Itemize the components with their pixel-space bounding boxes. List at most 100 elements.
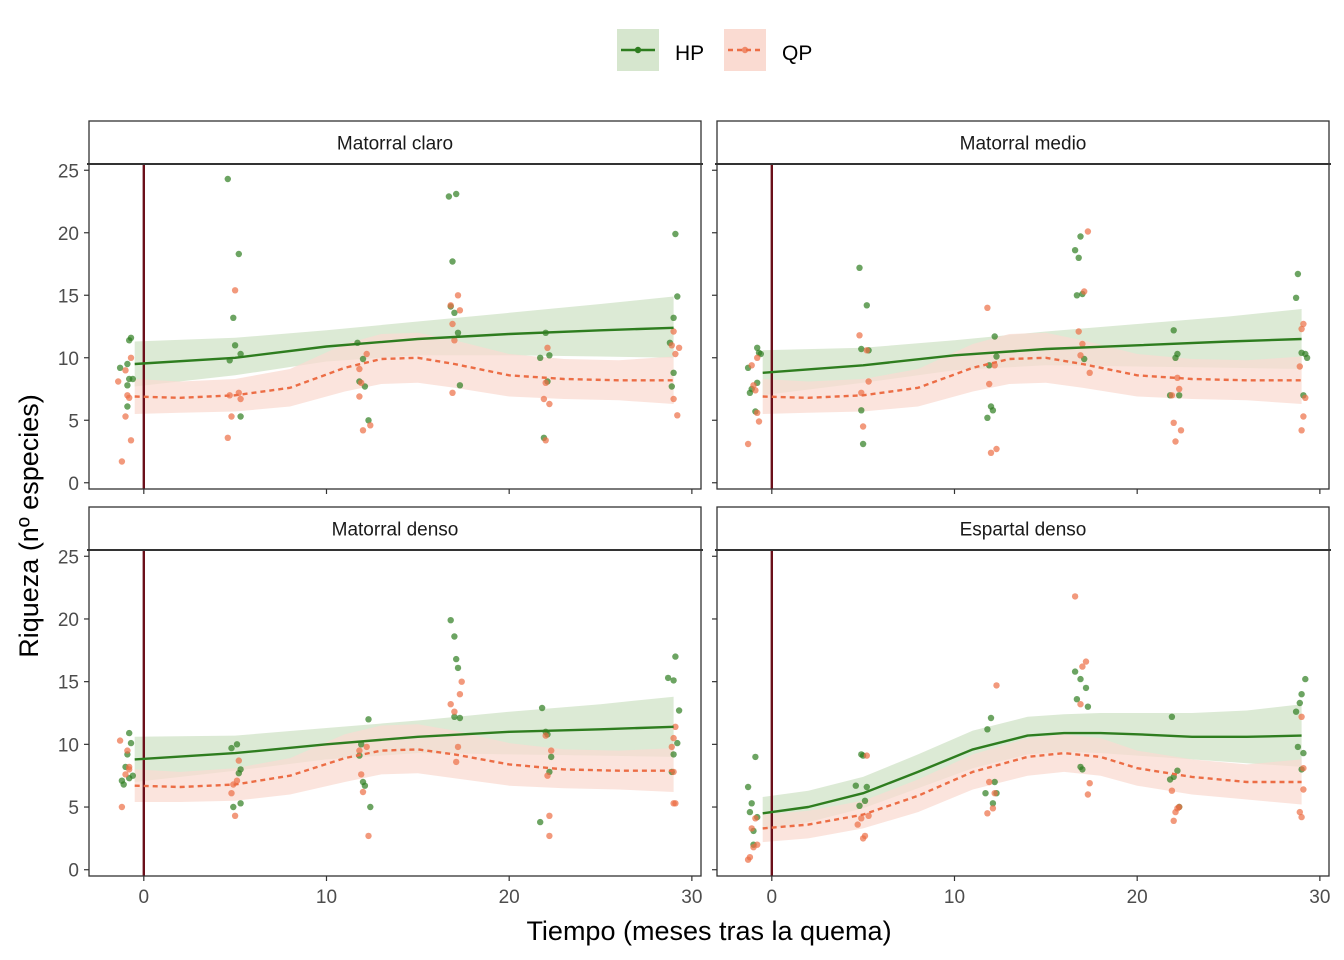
- data-point-qp: [670, 328, 677, 335]
- data-point-hp: [361, 782, 369, 789]
- y-tick-label: 10: [58, 349, 79, 370]
- data-point-hp: [1079, 766, 1086, 773]
- data-point-qp: [865, 378, 872, 385]
- data-point-qp: [859, 423, 867, 430]
- data-point-hp: [1077, 675, 1084, 683]
- data-point-qp: [993, 445, 1000, 453]
- data-point-hp: [984, 414, 991, 421]
- data-point-qp: [367, 422, 374, 429]
- data-point-hp: [1303, 354, 1311, 361]
- data-point-qp: [984, 304, 991, 311]
- data-point-hp: [748, 800, 755, 807]
- data-point-hp: [672, 230, 679, 238]
- data-point-qp: [1081, 288, 1088, 295]
- data-point-hp: [365, 716, 372, 723]
- data-point-hp: [233, 741, 241, 748]
- data-point-qp: [754, 409, 761, 416]
- data-point-qp: [456, 307, 464, 314]
- data-point-qp: [1170, 419, 1177, 426]
- data-point-qp: [1079, 340, 1086, 348]
- data-point-hp: [1296, 699, 1304, 707]
- data-point-qp: [224, 434, 231, 441]
- data-point-hp: [1300, 749, 1307, 757]
- data-point-hp: [127, 334, 135, 341]
- data-point-hp: [237, 413, 244, 420]
- data-point-qp: [226, 392, 233, 399]
- data-point-hp: [1294, 270, 1302, 278]
- data-point-hp: [989, 800, 997, 807]
- data-point-qp: [546, 400, 553, 408]
- y-tick-label: 25: [58, 161, 79, 182]
- data-point-hp: [116, 364, 124, 371]
- panel-plot-area: [744, 164, 1311, 489]
- data-point-hp: [993, 353, 1000, 360]
- data-point-hp: [664, 674, 672, 682]
- data-point-qp: [746, 854, 754, 861]
- data-point-qp: [115, 378, 122, 385]
- data-point-qp: [856, 332, 863, 339]
- data-point-qp: [356, 393, 363, 400]
- data-point-qp: [984, 810, 991, 817]
- data-point-hp: [670, 751, 677, 758]
- data-point-hp: [674, 293, 681, 300]
- panel-2: Matorral medio: [712, 120, 1331, 494]
- panel-strip-title: Espartal denso: [960, 520, 1087, 541]
- data-point-qp: [122, 413, 129, 420]
- data-point-hp: [453, 190, 460, 198]
- data-point-hp: [129, 375, 136, 383]
- panel-strip-title: Matorral denso: [332, 520, 459, 541]
- panel-strip-title: Matorral claro: [337, 134, 453, 155]
- data-point-hp: [1082, 684, 1090, 692]
- data-point-qp: [670, 734, 677, 742]
- data-point-hp: [1071, 668, 1079, 675]
- data-point-qp: [1168, 787, 1176, 794]
- data-point-hp: [670, 369, 677, 376]
- data-point-hp: [982, 790, 989, 797]
- data-point-hp: [237, 350, 244, 358]
- data-point-hp: [752, 753, 759, 761]
- panel-strip: [88, 506, 702, 551]
- data-point-qp: [1298, 713, 1305, 720]
- data-point-hp: [454, 664, 462, 672]
- data-point-qp: [447, 701, 454, 708]
- data-point-qp: [228, 413, 235, 420]
- data-point-hp: [124, 403, 131, 410]
- data-point-hp: [235, 250, 242, 258]
- data-point-hp: [863, 302, 870, 309]
- data-point-hp: [987, 714, 995, 722]
- data-point-qp: [1298, 325, 1305, 333]
- panel-3: Matorral denso 0 5 10 15 20 25 0 10 20 30: [58, 506, 703, 908]
- data-point-qp: [1300, 320, 1307, 328]
- legend-hp-label: HP: [675, 42, 704, 65]
- data-point-qp: [674, 412, 681, 419]
- data-point-hp: [367, 803, 374, 811]
- data-point-qp: [231, 287, 239, 294]
- y-tick-label: 10: [58, 735, 79, 756]
- data-point-qp: [754, 841, 761, 848]
- data-point-hp: [1292, 708, 1300, 715]
- data-point-qp: [1071, 593, 1079, 600]
- data-point-qp: [858, 815, 865, 822]
- data-point-qp: [993, 682, 1000, 689]
- data-point-qp: [672, 723, 679, 730]
- legend-hp-marker: [634, 46, 642, 54]
- data-point-hp: [126, 729, 133, 737]
- data-point-qp: [127, 437, 135, 444]
- data-point-hp: [991, 333, 998, 340]
- data-point-qp: [540, 395, 548, 403]
- data-point-hp: [445, 193, 453, 200]
- data-point-hp: [228, 744, 235, 752]
- data-point-hp: [451, 633, 458, 640]
- data-point-qp: [228, 790, 235, 797]
- data-point-hp: [537, 354, 544, 361]
- x-tick-label: 30: [1309, 887, 1330, 908]
- data-point-qp: [544, 344, 551, 351]
- data-point-hp: [1176, 392, 1183, 399]
- data-point-hp: [754, 344, 761, 351]
- data-point-qp: [748, 362, 755, 369]
- data-point-qp: [991, 790, 998, 797]
- data-point-qp: [1168, 392, 1176, 399]
- ribbon-qp: [762, 332, 1302, 414]
- data-point-qp: [451, 337, 458, 344]
